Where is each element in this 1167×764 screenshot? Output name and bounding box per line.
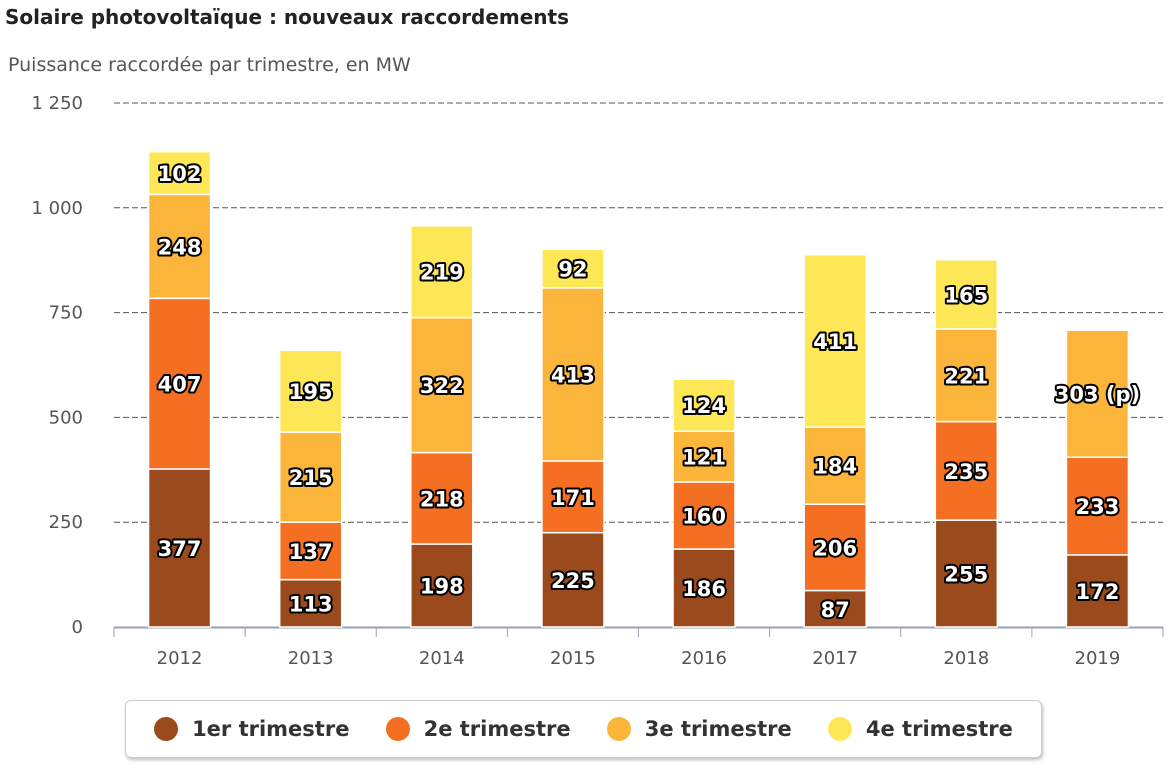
- data-label: 113: [289, 592, 333, 616]
- bar-segment[interactable]: [934, 328, 999, 423]
- legend-label: 1er trimestre: [192, 717, 350, 741]
- chart-subtitle: Puissance raccordée par trimestre, en MW: [8, 54, 411, 76]
- x-tick-label: 2012: [157, 648, 203, 669]
- bar-segment[interactable]: [541, 287, 605, 462]
- data-label: 102: [158, 162, 202, 186]
- data-label: 87: [821, 598, 850, 622]
- data-label: 248: [158, 235, 202, 259]
- bar-segment[interactable]: [410, 316, 474, 454]
- bar-segment[interactable]: [278, 521, 343, 581]
- bar-segment[interactable]: [147, 468, 212, 628]
- data-label: 235: [944, 460, 988, 484]
- data-label: 407: [158, 373, 202, 397]
- y-tick-label: 750: [49, 303, 83, 324]
- data-label: 411: [813, 330, 857, 354]
- bar-segment[interactable]: [934, 519, 999, 628]
- data-label: 221: [944, 364, 988, 388]
- data-label: 137: [289, 540, 333, 564]
- legend: 1er trimestre 2e trimestre 3e trimestre 4e …: [125, 700, 1042, 758]
- legend-label: 3e trimestre: [644, 717, 792, 741]
- bar-segment[interactable]: [410, 225, 474, 319]
- data-label: 171: [551, 486, 595, 510]
- bar-segment[interactable]: [410, 451, 474, 545]
- data-label: 413: [551, 363, 595, 387]
- data-label: 186: [682, 577, 726, 601]
- data-label: 303 (p): [1055, 383, 1140, 407]
- y-tick-label: 0: [72, 617, 83, 638]
- bar-segment[interactable]: [803, 589, 867, 628]
- bar-segment[interactable]: [541, 248, 605, 289]
- bar-segment[interactable]: [1065, 554, 1130, 628]
- bar-segment[interactable]: [803, 426, 867, 505]
- x-tick-label: 2019: [1075, 648, 1121, 669]
- data-label: 255: [944, 563, 988, 587]
- legend-item[interactable]: 2e trimestre: [385, 717, 571, 741]
- data-label: 124: [682, 394, 726, 418]
- y-tick-label: 500: [49, 407, 83, 428]
- data-label: 233: [1076, 495, 1120, 519]
- bar-segment[interactable]: [147, 297, 212, 470]
- data-label: 172: [1076, 580, 1120, 604]
- data-label: 165: [944, 283, 988, 307]
- bar-segment[interactable]: [147, 150, 212, 196]
- x-tick-label: 2014: [419, 648, 465, 669]
- x-tick-label: 2013: [288, 648, 334, 669]
- legend-label: 2e trimestre: [423, 717, 571, 741]
- legend-item[interactable]: 3e trimestre: [606, 717, 792, 741]
- bar-segment[interactable]: [803, 503, 867, 592]
- data-label: 377: [158, 537, 202, 561]
- y-tick-label: 1 250: [31, 93, 83, 114]
- y-tick-label: 250: [49, 512, 83, 533]
- data-label: 215: [289, 466, 333, 490]
- y-tick-label: 1 000: [31, 198, 83, 219]
- data-label: 225: [551, 569, 595, 593]
- data-label: 206: [813, 536, 857, 560]
- data-label: 195: [289, 380, 333, 404]
- stacked-bar-chart: 0 250 500 750 1 000 1 250 2012 377 407 248 102 2013…: [31, 93, 1164, 669]
- data-label: 160: [682, 504, 726, 528]
- legend-marker-icon: [606, 717, 631, 741]
- bar-segment[interactable]: [278, 578, 343, 628]
- bar-segment[interactable]: [541, 460, 605, 534]
- bar-segment[interactable]: [672, 481, 736, 550]
- bar-segment[interactable]: [672, 378, 736, 432]
- legend-marker-icon: [154, 717, 179, 741]
- x-tick-label: 2015: [550, 648, 596, 669]
- data-label: 198: [420, 574, 464, 598]
- chart-title: Solaire photovoltaïque : nouveaux raccor…: [5, 5, 570, 29]
- data-label: 219: [420, 261, 464, 285]
- bar-segment[interactable]: [1065, 329, 1130, 458]
- legend-item[interactable]: 4e trimestre: [827, 717, 1013, 741]
- data-label: 218: [420, 487, 464, 511]
- x-tick-label: 2018: [943, 648, 989, 669]
- data-label: 184: [813, 455, 857, 479]
- bar-segment[interactable]: [934, 420, 999, 521]
- bar-segment[interactable]: [803, 254, 867, 428]
- legend-marker-icon: [827, 717, 852, 741]
- bar-segment[interactable]: [934, 259, 999, 330]
- data-label: 322: [420, 374, 464, 398]
- bar-segment[interactable]: [278, 349, 343, 433]
- data-label: 92: [558, 258, 587, 282]
- x-tick-label: 2017: [812, 648, 858, 669]
- data-label: 121: [682, 446, 726, 470]
- bar-segment[interactable]: [147, 193, 212, 300]
- bar-segment[interactable]: [672, 430, 736, 483]
- legend-label: 4e trimestre: [865, 717, 1013, 741]
- legend-item[interactable]: 1er trimestre: [154, 717, 349, 741]
- bar-segment[interactable]: [541, 531, 605, 628]
- legend-marker-icon: [385, 717, 410, 741]
- bar-segment[interactable]: [1065, 456, 1130, 556]
- x-tick-label: 2016: [681, 648, 727, 669]
- bar-segment[interactable]: [278, 431, 343, 523]
